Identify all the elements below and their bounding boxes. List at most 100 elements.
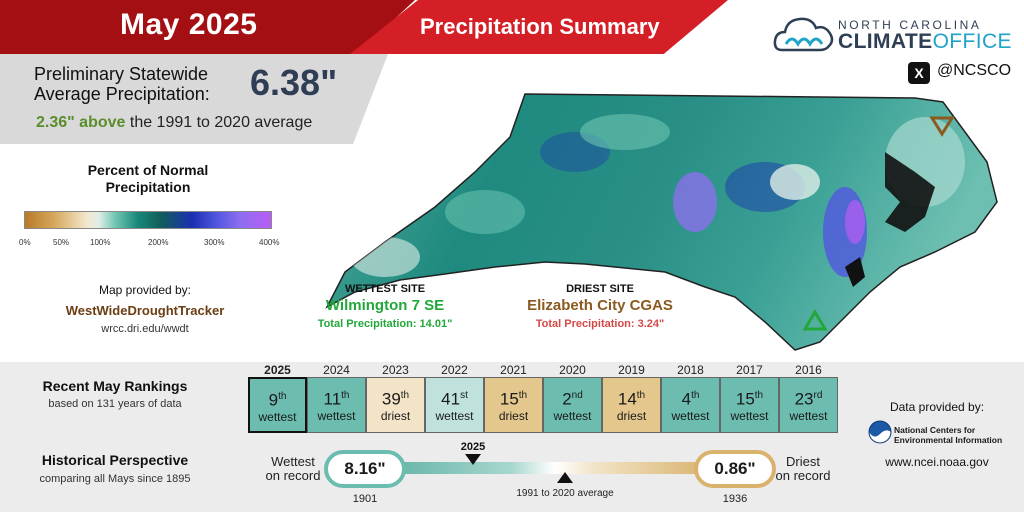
statewide-label: Preliminary Statewide Average Precipitat… <box>34 64 210 104</box>
ranking-rank: 11th <box>308 387 365 409</box>
noaa-center-name: National Centers for Environmental Infor… <box>894 425 1003 445</box>
ranking-year: 2022 <box>441 363 468 377</box>
map-credit-url[interactable]: wrcc.dri.edu/wwdt <box>101 323 189 335</box>
logo-north-carolina: NORTH CAROLINA <box>838 18 982 32</box>
driest-site-header: DRIEST SITE <box>566 283 634 295</box>
ranking-number: 15 <box>499 389 519 409</box>
driest-site-marker <box>929 116 955 137</box>
legend-tick: 400% <box>259 238 280 247</box>
ranking-rank: 41st <box>426 387 483 409</box>
ranking-rank: 15th <box>721 387 778 409</box>
driest-record-value: 0.86" <box>694 450 776 488</box>
ranking-number: 4 <box>681 389 692 409</box>
ranking-year: 2018 <box>677 363 704 377</box>
ranking-rank: 14th <box>603 387 660 409</box>
wettest-site-name: Wilmington 7 SE <box>325 297 445 314</box>
cloud-logo-icon <box>773 17 834 52</box>
ranking-rank: 9th <box>250 388 305 410</box>
ranking-label: wettest <box>435 408 474 423</box>
historical-subtitle: comparing all Mays since 1895 <box>39 473 191 485</box>
statewide-value: 6.38" <box>250 62 338 103</box>
ranking-number: 41 <box>441 389 461 409</box>
ranking-rank: 2nd <box>544 387 601 409</box>
title-banner: Precipitation Summary <box>350 0 728 54</box>
logo-climate-office: CLIMATEOFFICE <box>838 30 1012 53</box>
ranking-cell: 15th wettest <box>720 377 779 433</box>
current-year-marker-icon <box>465 454 481 465</box>
driest-on-record-label: Driest on record <box>775 454 831 483</box>
historical-range-bar <box>380 462 710 474</box>
ranking-number: 14 <box>617 389 637 409</box>
wettest-site-total: Total Precipitation: 14.01" <box>317 318 453 330</box>
ranking-cell: 23rd wettest <box>779 377 838 433</box>
historical-title: Historical Perspective <box>41 452 189 468</box>
ranking-cell: 11th wettest <box>307 377 366 433</box>
social-handle[interactable]: @NCSCO <box>937 62 1012 79</box>
ranking-label: driest <box>498 408 529 423</box>
month-banner: May 2025 <box>0 0 415 54</box>
current-year-marker-label: 2025 <box>460 441 486 453</box>
ranking-cell: 14th driest <box>602 377 661 433</box>
ranking-number: 9 <box>268 390 279 410</box>
ranking-year: 2025 <box>264 363 291 377</box>
driest-record-year: 1936 <box>722 493 748 505</box>
ranking-cell: 4th wettest <box>661 377 720 433</box>
noaa-url[interactable]: www.ncei.noaa.gov <box>885 455 989 469</box>
x-social-icon[interactable]: X <box>908 62 930 84</box>
ranking-number: 39 <box>381 389 401 409</box>
ranking-suffix: rd <box>813 390 823 401</box>
state-outline <box>325 93 998 351</box>
ranking-suffix: th <box>691 390 700 401</box>
ranking-suffix: th <box>341 390 350 401</box>
month-title: May 2025 <box>120 8 258 41</box>
map-credit-source: WestWideDroughtTracker <box>65 303 225 318</box>
ranking-number: 15 <box>735 389 755 409</box>
coastal-sounds <box>885 152 935 232</box>
ranking-suffix: th <box>636 390 646 401</box>
ranking-suffix: th <box>518 390 528 401</box>
legend-tick: 0% <box>19 238 31 247</box>
ranking-year: 2024 <box>323 363 350 377</box>
average-marker-label: 1991 to 2020 average <box>516 488 614 499</box>
legend-tick: 100% <box>90 238 111 247</box>
ranking-number: 2 <box>562 389 572 409</box>
ranking-cell: 2nd wettest <box>543 377 602 433</box>
ranking-rank: 23rd <box>780 387 837 409</box>
ranking-year: 2023 <box>382 363 409 377</box>
ranking-cell: 15th driest <box>484 377 543 433</box>
ranking-label: driest <box>380 408 411 423</box>
ranking-cell: 41st wettest <box>425 377 484 433</box>
ranking-label: wettest <box>258 409 297 424</box>
summary-title: Precipitation Summary <box>420 14 660 39</box>
ranking-suffix: st <box>460 390 468 401</box>
map-credit-label: Map provided by: <box>98 283 192 297</box>
wettest-record-value: 8.16" <box>324 450 406 488</box>
ranking-number: 11 <box>323 389 342 409</box>
ranking-label: wettest <box>789 408 828 423</box>
ranking-cell: 39th driest <box>366 377 425 433</box>
ranking-rank: 4th <box>662 387 719 409</box>
ranking-suffix: nd <box>571 390 583 401</box>
rankings-title: Recent May Rankings <box>42 378 188 394</box>
legend-tick: 200% <box>148 238 169 247</box>
wettest-site-marker <box>802 309 828 331</box>
statewide-above-average: 2.36" above the 1991 to 2020 average <box>36 114 313 131</box>
noaa-logo-icon <box>868 420 892 444</box>
ranking-year: 2016 <box>795 363 822 377</box>
coastal-river <box>845 257 865 287</box>
driest-site-name: Elizabeth City CGAS <box>527 297 673 314</box>
ranking-label: driest <box>616 408 647 423</box>
ranking-label: wettest <box>730 408 769 423</box>
ranking-suffix: th <box>754 390 764 401</box>
ranking-suffix: th <box>400 390 410 401</box>
ranking-label: wettest <box>553 408 592 423</box>
ranking-year: 2021 <box>500 363 527 377</box>
wettest-site-header: WETTEST SITE <box>344 283 426 295</box>
rankings-subtitle: based on 131 years of data <box>48 398 182 410</box>
precipitation-map <box>325 93 998 351</box>
wettest-record-year: 1901 <box>352 493 378 505</box>
ranking-suffix: th <box>278 391 287 402</box>
driest-site-total: Total Precipitation: 3.24" <box>535 318 665 330</box>
ranking-cell: 9th wettest <box>248 377 307 433</box>
wettest-on-record-label: Wettest on record <box>265 454 321 483</box>
